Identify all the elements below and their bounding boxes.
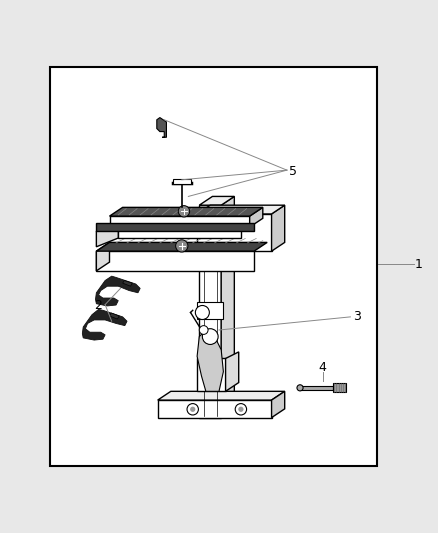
Polygon shape xyxy=(333,383,346,392)
Circle shape xyxy=(235,403,247,415)
Circle shape xyxy=(190,407,195,412)
Polygon shape xyxy=(118,223,241,238)
Text: 2: 2 xyxy=(95,300,102,312)
Polygon shape xyxy=(96,243,110,271)
Polygon shape xyxy=(272,391,285,418)
Polygon shape xyxy=(221,197,234,418)
Polygon shape xyxy=(110,207,263,216)
Circle shape xyxy=(202,329,218,344)
Polygon shape xyxy=(300,386,333,390)
Circle shape xyxy=(195,305,209,319)
Polygon shape xyxy=(199,197,234,205)
Polygon shape xyxy=(226,352,239,391)
Polygon shape xyxy=(158,400,272,418)
Polygon shape xyxy=(110,313,119,319)
Polygon shape xyxy=(96,251,254,271)
Polygon shape xyxy=(199,205,221,418)
Polygon shape xyxy=(197,359,226,391)
Circle shape xyxy=(238,407,244,412)
Circle shape xyxy=(176,240,188,252)
Polygon shape xyxy=(96,223,254,231)
Polygon shape xyxy=(197,302,223,319)
Text: 3: 3 xyxy=(353,310,361,324)
Polygon shape xyxy=(173,179,191,184)
Polygon shape xyxy=(197,330,223,391)
Text: 1: 1 xyxy=(414,258,422,271)
Bar xyxy=(50,67,377,466)
Polygon shape xyxy=(96,223,118,247)
Polygon shape xyxy=(110,216,250,227)
Polygon shape xyxy=(157,118,166,138)
Polygon shape xyxy=(158,391,285,400)
Circle shape xyxy=(199,326,208,334)
Polygon shape xyxy=(250,207,263,227)
Circle shape xyxy=(178,206,190,217)
Polygon shape xyxy=(272,205,285,251)
Circle shape xyxy=(297,385,303,391)
Polygon shape xyxy=(123,280,132,286)
Polygon shape xyxy=(82,310,127,340)
Polygon shape xyxy=(95,276,140,306)
Polygon shape xyxy=(96,243,267,251)
Polygon shape xyxy=(197,205,285,214)
Circle shape xyxy=(187,403,198,415)
Text: 4: 4 xyxy=(319,361,327,374)
Text: 5: 5 xyxy=(290,165,297,177)
Polygon shape xyxy=(197,214,272,251)
